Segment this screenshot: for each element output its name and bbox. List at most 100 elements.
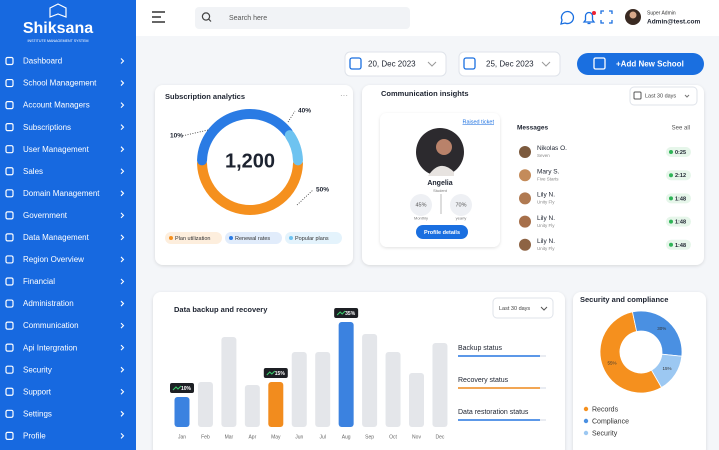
message-subtitle: Seven [537,153,550,158]
trend-icon [172,385,182,391]
message-avatar [519,215,531,228]
tagline: INSTITUTE MANAGEMENT SYSTEM [27,39,88,43]
legend-label: Plan utilization [175,236,210,242]
message-subtitle: Unity Fly [537,246,555,251]
trend-icon [336,310,346,316]
chevron [541,61,551,67]
bar [362,334,378,427]
search-box[interactable] [195,7,410,29]
time-dot [669,173,673,178]
legend-label: Records [592,406,619,413]
end-date-picker[interactable] [458,51,561,77]
menu-icon [5,365,14,374]
period-dropdown[interactable] [629,86,698,106]
legend-pill [225,232,282,244]
donut-segment [284,130,303,166]
scan-icon[interactable] [600,10,613,24]
message-name: Lily N. [537,215,555,222]
profile-name: Angelia [427,180,452,187]
notification-icon[interactable] [582,11,596,25]
yearly-value: 70% [455,202,466,208]
menu-label: Profile [23,431,46,440]
legend-swatch [583,418,589,424]
menu-label: Dashboard [23,57,62,66]
menu-icon [5,78,14,88]
stat-circle [450,194,472,216]
subscription-chart: 50% 40% 10% Plan utilization Renewal rates Po… [165,108,342,244]
message-avatar [519,169,531,182]
message-time: 2:12 [675,173,686,179]
legend-swatch [583,406,589,412]
menu-chevron [120,410,125,417]
security-chart: 55% Records 30% Compliance 15% Security [583,310,683,437]
toolbar: 20, Dec 2023 25, Dec 2023 +Add New Schoo… [344,51,704,77]
menu-icon [5,211,14,220]
menu-icon [5,409,14,418]
profile-avatar [436,139,452,155]
sidebar: Shiksana INSTITUTE MANAGEMENT SYSTEM Das… [0,0,136,450]
menu-chevron [120,322,125,329]
menu-label: Domain Management [23,189,100,198]
menu-icon [5,321,14,330]
profile-details-button[interactable] [416,225,468,239]
chat-icon[interactable] [560,10,575,25]
card-title: Data backup and recovery [174,305,268,314]
monthly-value: 45% [415,202,426,208]
data-label-bg [334,308,359,318]
menu-icon [5,255,14,264]
menu-toggle[interactable] [152,11,165,23]
bar [244,385,260,427]
add-school-button[interactable] [577,53,704,75]
menu-item[interactable] [0,272,136,292]
start-date-picker[interactable] [344,51,447,77]
bar [221,337,237,427]
status-label: Recovery status [458,377,509,384]
calendar-icon [349,57,362,70]
status-list: Backup status Recovery status Data restora… [458,345,546,421]
card-title: Security and compliance [580,295,668,304]
menu-icon [5,167,14,176]
menu-icon [5,233,14,242]
menu-icon [5,431,14,440]
message-name: Nikolas O. [537,145,567,152]
chevron [540,306,548,311]
menu-item[interactable] [0,382,136,402]
chevron [427,61,437,67]
menu-icon [5,123,14,132]
menu-label: Administration [23,299,74,308]
menu-item[interactable] [0,205,136,225]
bar [291,352,307,427]
message-avatar [519,238,531,251]
donut-segment [197,158,303,215]
time-pill [666,170,691,181]
more-icon[interactable]: ··· [340,91,348,100]
menu-label: School Management [23,79,97,88]
time-dot [669,242,673,247]
message-subtitle: Five Starts [537,176,559,181]
menu-label: Support [23,387,52,396]
time-pill [666,147,691,157]
profile-role: Student [433,188,448,193]
bar [432,343,448,427]
profile-avatar [428,165,454,176]
subscription-card [155,85,353,265]
menu-chevron [120,344,125,351]
status-label: Data restoration status [458,409,529,416]
menu-item[interactable] [0,360,136,380]
see-all-link[interactable]: See all [672,126,690,132]
menu-label: Api Intergration [23,343,77,352]
value-label: 30% [657,326,666,331]
legend-swatch [169,236,173,240]
menu-item[interactable] [0,161,136,181]
menu-chevron [120,278,125,285]
menu-item[interactable] [0,51,136,71]
menu-label: Security [23,365,52,374]
value-label: 55% [608,360,617,365]
menu-icon [5,343,14,352]
raised-ticket-link[interactable]: Raised ticket [463,119,495,125]
search-icon [201,12,211,21]
menu-item[interactable] [0,404,136,424]
period-dropdown[interactable] [492,297,554,319]
menu-label: Region Overview [23,255,84,264]
menu-item[interactable] [0,426,136,446]
